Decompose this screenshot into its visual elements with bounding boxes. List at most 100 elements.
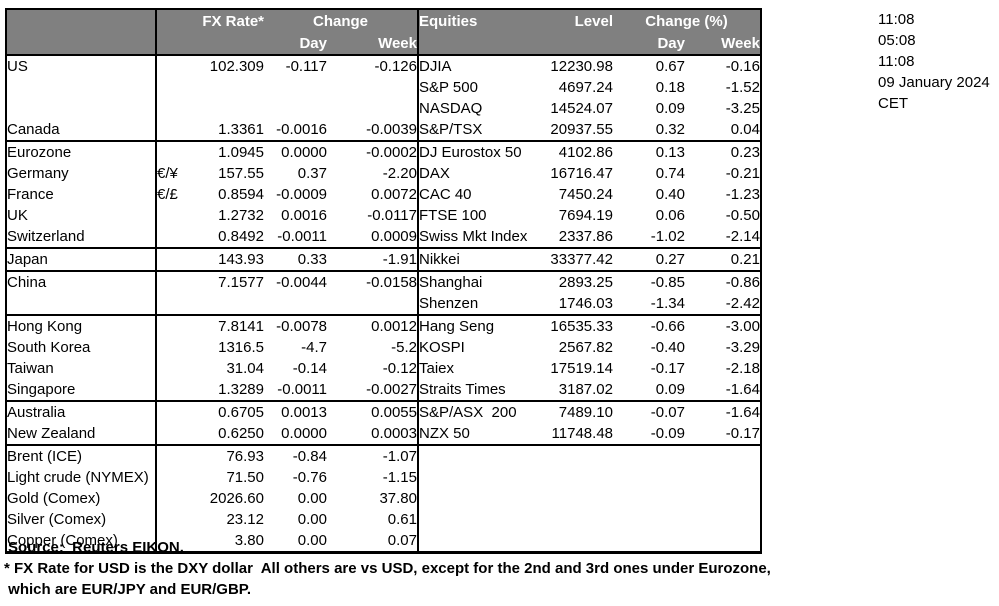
equity-level-cell (540, 445, 613, 467)
equity-level-cell: 11748.48 (540, 423, 613, 446)
header-blank-1 (6, 32, 157, 56)
equity-level-cell: 4697.24 (558, 79, 613, 96)
equity-name-cell: S&P/TSX (418, 119, 540, 142)
equity-week-change-cell: 0.23 (730, 144, 760, 161)
fx-day-change-cell: 0.0013 (281, 404, 327, 421)
country-cell: Silver (Comex) (6, 509, 157, 530)
header-fx-week: Week (327, 32, 419, 56)
fx-rate-cell (192, 293, 264, 316)
fx-day-change-cell: 0.00 (297, 532, 327, 549)
table-row: Germany €/¥ 157.55 0.37 -2.20 DAX 16716.… (6, 163, 761, 184)
fx-rate-cell: 1.0945 (218, 144, 264, 161)
fx-rate-cell: 0.6250 (192, 423, 264, 446)
fx-day-change-cell: 0.37 (297, 165, 327, 182)
currency-pair-cell (156, 467, 192, 488)
fx-rate-cell: 1.3361 (192, 119, 264, 142)
table-row: Taiwan 31.04 -0.14 -0.12 Taiex 17519.14 … (6, 358, 761, 379)
equity-day-change-cell: -1.02 (613, 226, 685, 249)
equity-week-change-cell: -1.64 (685, 379, 761, 402)
fx-rate-cell: 23.12 (226, 511, 264, 528)
equity-name-cell: Taiex (419, 360, 455, 377)
table-row: Singapore 1.3289 -0.0011 -0.0027 Straits… (6, 379, 761, 402)
currency-pair-cell (156, 358, 192, 379)
equity-name-cell: NZX 50 (418, 423, 540, 446)
fx-day-change-cell: -0.117 (285, 58, 327, 75)
equity-week-change-cell (685, 467, 761, 488)
equity-level-cell: 3187.02 (540, 379, 613, 402)
fx-rate-cell (192, 98, 264, 119)
equity-week-change-cell: -2.14 (685, 226, 761, 249)
fx-rate-cell: 1.2732 (218, 207, 264, 224)
fx-week-change-cell (327, 293, 419, 316)
table-row: Copper (Comex) 3.80 0.00 0.07 (6, 530, 761, 553)
equity-day-change-cell: 0.18 (655, 79, 685, 96)
header-eq-week: Week (685, 32, 761, 56)
equity-week-change-cell (685, 509, 761, 530)
timestamp-1: 11:08 (878, 11, 915, 28)
country-cell: Japan (6, 248, 157, 272)
fx-week-change-cell: -0.0158 (327, 271, 419, 293)
fx-day-change-cell: 0.0016 (281, 207, 327, 224)
equity-name-cell: KOSPI (419, 339, 465, 356)
currency-pair-cell (156, 509, 192, 530)
equity-week-change-cell: -2.18 (725, 360, 760, 377)
header-blank-4 (540, 32, 613, 56)
equity-level-cell (540, 509, 613, 530)
fx-week-change-cell: 0.0072 (327, 184, 419, 205)
equity-name-cell: S&P/ASX 200 (419, 404, 517, 421)
equity-name-cell: Straits Times (418, 379, 540, 402)
fx-day-change-cell: -4.7 (301, 339, 327, 356)
equity-day-change-cell: -0.40 (650, 339, 685, 356)
table-row: Japan 143.93 0.33 -1.91 Nikkei 33377.42 … (6, 248, 761, 272)
timestamp-date: 09 January 2024 (878, 74, 990, 91)
equity-day-change-cell: -0.17 (650, 360, 685, 377)
equity-level-cell: 14524.07 (550, 100, 613, 117)
header-eq-day: Day (613, 32, 685, 56)
equity-name-cell: CAC 40 (419, 186, 472, 203)
country-cell: UK (6, 205, 157, 226)
fx-rate-cell: 31.04 (226, 360, 264, 377)
currency-pair-cell (156, 445, 192, 467)
equity-name-cell: DJIA (419, 58, 452, 75)
table-row: Australia 0.6705 0.0013 0.0055 S&P/ASX 2… (6, 401, 761, 423)
country-cell (6, 293, 157, 316)
fx-week-change-cell: -0.126 (327, 55, 419, 77)
equity-day-change-cell (613, 488, 685, 509)
fx-day-change-cell: -0.84 (292, 448, 327, 465)
timestamp-2: 05:08 (878, 32, 916, 49)
fx-week-change-cell: 0.0009 (327, 226, 419, 249)
equity-day-change-cell: 0.13 (655, 144, 685, 161)
fx-day-change-cell (264, 98, 327, 119)
header-change-pct: Change (%) (613, 9, 761, 32)
country-cell: Switzerland (6, 226, 157, 249)
country-cell: US (6, 55, 157, 77)
equity-day-change-cell (613, 509, 685, 530)
equity-day-change-cell: 0.32 (613, 119, 685, 142)
table-row: Silver (Comex) 23.12 0.00 0.61 (6, 509, 761, 530)
currency-pair-cell (156, 248, 192, 272)
fx-week-change-cell: 0.61 (327, 509, 419, 530)
equity-level-cell: 7450.24 (558, 186, 613, 203)
fx-day-change-cell: 0.00 (297, 490, 327, 507)
fx-day-change-cell: -0.0044 (276, 274, 327, 291)
equity-level-cell: 20937.55 (540, 119, 613, 142)
equity-level-cell (540, 467, 613, 488)
equity-name-cell: S&P 500 (419, 79, 478, 96)
table-row: NASDAQ 14524.07 0.09 -3.25 (6, 98, 761, 119)
currency-pair-cell (156, 205, 192, 226)
timestamps: 11:08 05:08 11:08 09 January 2024 CET (878, 9, 990, 114)
country-cell: Copper (Comex) (6, 530, 157, 553)
equity-day-change-cell: 0.09 (655, 100, 685, 117)
table-row: UK 1.2732 0.0016 -0.0117 FTSE 100 7694.1… (6, 205, 761, 226)
fx-week-change-cell: 0.0003 (327, 423, 419, 446)
fx-week-change-cell: -5.2 (327, 337, 419, 358)
fx-day-change-cell: -0.0016 (264, 119, 327, 142)
country-cell: France (6, 184, 157, 205)
equity-level-cell: 7694.19 (558, 207, 613, 224)
equity-week-change-cell: -0.86 (725, 274, 760, 291)
equity-name-cell: Shenzen (418, 293, 540, 316)
fx-rate-cell: 102.309 (209, 58, 264, 75)
equity-week-change-cell: -1.52 (725, 79, 760, 96)
currency-pair-cell (156, 315, 192, 337)
